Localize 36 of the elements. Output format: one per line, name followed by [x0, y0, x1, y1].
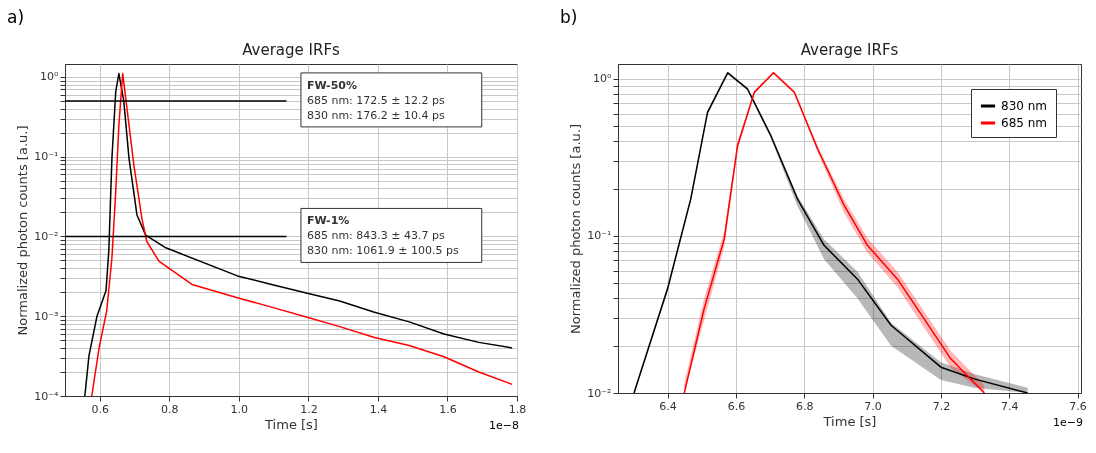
- chart-title: Average IRFs: [800, 41, 899, 59]
- annotation: FW-50% 685 nm: 172.5 ± 12.2 ps 830 nm: 176.2 ± 10.4 ps: [306, 78, 445, 122]
- x-axis-title: Time [s]: [264, 416, 318, 432]
- x-axis-title: Time [s]: [822, 413, 877, 429]
- text: a): [7, 7, 25, 27]
- y-tick-label: 10⁻⁴: [34, 389, 60, 403]
- x-tick-label: 7.6: [1069, 399, 1087, 413]
- x-tick-label: 1.4: [369, 402, 388, 416]
- y-tick-label: 10⁻²: [587, 386, 612, 400]
- y-tick-label: 10⁰: [593, 72, 613, 86]
- y-tick-label: 10⁻²: [34, 229, 59, 243]
- y-axis-title: Normalized photon counts [a.u.]: [15, 125, 31, 336]
- annotation: FW-1% 685 nm: 843.3 ± 43.7 ps 830 nm: 1061.9 ± 100.5 ps: [306, 214, 459, 258]
- y-tick-label: 10⁻³: [34, 309, 59, 323]
- x-tick-label: 1.0: [230, 402, 249, 416]
- legend-label: 830 nm: [1001, 99, 1048, 113]
- y-tick-label: 10⁻¹: [587, 229, 612, 243]
- x-tick-label: 0.8: [161, 402, 179, 416]
- x-tick-label: 6.6: [727, 399, 746, 413]
- x-tick-label: 7.4: [1000, 399, 1019, 413]
- y-tick-label: 10⁻¹: [34, 150, 59, 164]
- text: b): [560, 7, 578, 27]
- x-tick-label: 1.6: [439, 402, 457, 416]
- x-tick-label: 1.2: [300, 402, 318, 416]
- x-tick-label: 6.4: [659, 399, 677, 413]
- x-tick-label: 6.8: [795, 399, 814, 413]
- text: 1e−8: [489, 419, 519, 432]
- legend-label: 685 nm: [1001, 116, 1048, 130]
- text: 1e−9: [1053, 416, 1083, 429]
- x-tick-label: 0.6: [91, 402, 110, 416]
- y-axis-title: Normalized photon counts [a.u.]: [568, 124, 584, 334]
- y-tick-label: 10⁰: [40, 70, 60, 84]
- x-tick-label: 1.8: [508, 402, 527, 416]
- chart-title: Average IRFs: [242, 41, 341, 59]
- x-tick-label: 7.2: [932, 399, 951, 413]
- x-tick-label: 7.0: [864, 399, 882, 413]
